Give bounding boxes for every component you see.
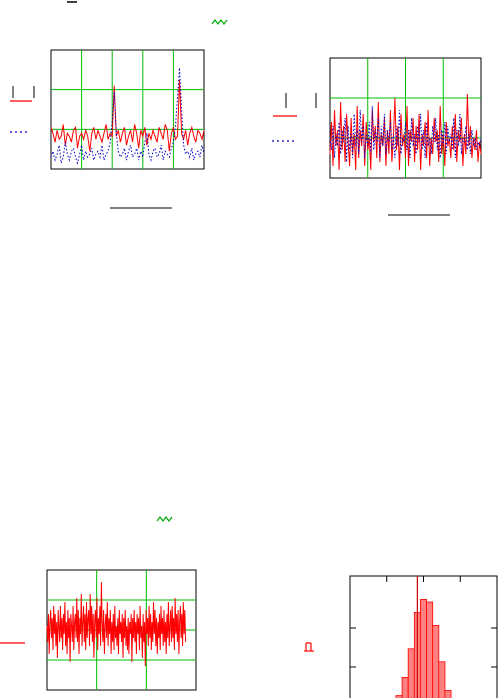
chart-2-series: [329, 93, 482, 171]
series-line-1: [50, 79, 205, 152]
chart-2: [272, 57, 482, 216]
series-line-1: [46, 581, 187, 667]
histogram-bar: [438, 661, 446, 698]
series-line-2: [50, 67, 205, 165]
chart-3-series: [46, 581, 187, 667]
histogram-bar: [420, 599, 427, 698]
chart-4-ticks: [350, 576, 497, 668]
zigzag-marker-icon: [211, 19, 228, 25]
histogram-bar: [432, 625, 440, 698]
series-line-1: [329, 93, 482, 171]
histogram-bar: [407, 648, 415, 698]
histogram-bar: [444, 690, 452, 698]
chart-1-grid: [51, 50, 204, 169]
histogram-bar: [401, 677, 409, 698]
chart-1-series: [50, 67, 205, 165]
histogram-bar: [395, 695, 403, 698]
series-line-2: [329, 105, 482, 163]
chart-4: [304, 575, 498, 698]
zigzag-marker-icon: [156, 516, 173, 522]
bar-legend-icon: [304, 642, 314, 652]
histogram-bar: [426, 601, 434, 698]
chart-3: [0, 569, 197, 691]
chart-1: [10, 49, 205, 209]
